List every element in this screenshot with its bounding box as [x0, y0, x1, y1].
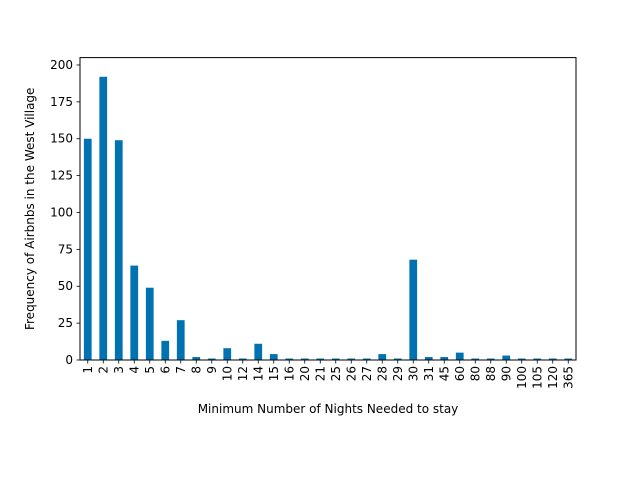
- bar-27: [362, 358, 371, 360]
- bar-90: [502, 355, 511, 360]
- bar-88: [486, 358, 495, 360]
- x-tick-label: 29: [391, 366, 405, 381]
- x-tick-label: 60: [453, 366, 467, 381]
- y-tick-label: 25: [58, 316, 73, 330]
- bar-1: [83, 138, 92, 360]
- x-tick-label: 16: [282, 366, 296, 381]
- bar-3: [114, 140, 123, 360]
- bar-14: [254, 343, 263, 360]
- x-tick-label: 25: [329, 366, 343, 381]
- bar-28: [378, 354, 387, 360]
- x-tick-label: 100: [515, 366, 529, 389]
- x-tick-label: 1: [81, 366, 95, 374]
- bar-7: [176, 320, 185, 360]
- bar-12: [238, 358, 247, 360]
- x-tick-label: 9: [205, 366, 219, 374]
- y-tick-label: 125: [50, 169, 73, 183]
- y-tick-label: 100: [50, 205, 73, 219]
- bar-5: [145, 287, 154, 360]
- x-tick-label: 7: [174, 366, 188, 374]
- bar-30: [409, 259, 418, 360]
- bar-16: [285, 358, 294, 360]
- y-tick-label: 50: [58, 279, 73, 293]
- x-tick-label: 14: [251, 366, 265, 381]
- y-axis-title: Frequency of Airbnbs in the West Village: [23, 88, 37, 330]
- x-tick-label: 15: [267, 366, 281, 381]
- bars-group: [83, 76, 573, 361]
- bar-31: [424, 357, 433, 360]
- x-tick-label: 6: [158, 366, 172, 374]
- x-tick-label: 21: [313, 366, 327, 381]
- x-tick-label: 30: [406, 366, 420, 381]
- y-axis: 0 25 50 75 100 125 150 175 200: [50, 58, 80, 367]
- bar-29: [393, 358, 402, 360]
- bar-100: [517, 358, 526, 360]
- y-tick-label: 0: [65, 353, 73, 367]
- bar-25: [331, 358, 340, 360]
- bar-10: [223, 348, 232, 360]
- x-tick-label: 3: [112, 366, 126, 374]
- bar-15: [269, 354, 278, 360]
- bar-60: [455, 352, 464, 360]
- y-tick-label: 200: [50, 58, 73, 72]
- x-tick-label: 27: [360, 366, 374, 381]
- bar-365: [564, 358, 573, 360]
- x-tick-label: 120: [546, 366, 560, 389]
- x-tick-label: 28: [375, 366, 389, 381]
- x-axis: 1 2 3 4 5 6 7 8 9 10 12 14 15 16 20 21 25 26 27 28 29 30 31 45 6…: [81, 360, 575, 389]
- x-tick-label: 31: [422, 366, 436, 381]
- x-tick-label: 12: [236, 366, 250, 381]
- x-tick-label: 365: [561, 366, 575, 389]
- x-tick-label: 5: [143, 366, 157, 374]
- x-tick-label: 4: [127, 366, 141, 374]
- bar-120: [548, 358, 557, 360]
- bar-2: [99, 76, 108, 361]
- plot-frame: [79, 57, 577, 361]
- x-tick-label: 45: [437, 366, 451, 381]
- bar-4: [130, 265, 139, 360]
- x-tick-label: 20: [298, 366, 312, 381]
- x-tick-label: 2: [96, 366, 110, 374]
- bar-45: [440, 357, 449, 360]
- y-tick-label: 150: [50, 132, 73, 146]
- x-tick-label: 80: [468, 366, 482, 381]
- bar-105: [533, 358, 542, 360]
- y-tick-label: 75: [58, 242, 73, 256]
- bar-26: [347, 358, 356, 360]
- x-tick-label: 105: [530, 366, 544, 389]
- bar-21: [316, 358, 325, 360]
- x-tick-label: 90: [499, 366, 513, 381]
- bar-80: [471, 358, 480, 360]
- y-tick-label: 175: [50, 95, 73, 109]
- x-tick-label: 10: [220, 366, 234, 381]
- x-axis-title: Minimum Number of Nights Needed to stay: [198, 402, 459, 416]
- x-tick-label: 8: [189, 366, 203, 374]
- bar-6: [161, 340, 170, 360]
- bar-8: [192, 357, 201, 360]
- bar-20: [300, 358, 309, 360]
- bar-9: [207, 358, 216, 360]
- x-tick-label: 88: [484, 366, 498, 381]
- x-tick-label: 26: [344, 366, 358, 381]
